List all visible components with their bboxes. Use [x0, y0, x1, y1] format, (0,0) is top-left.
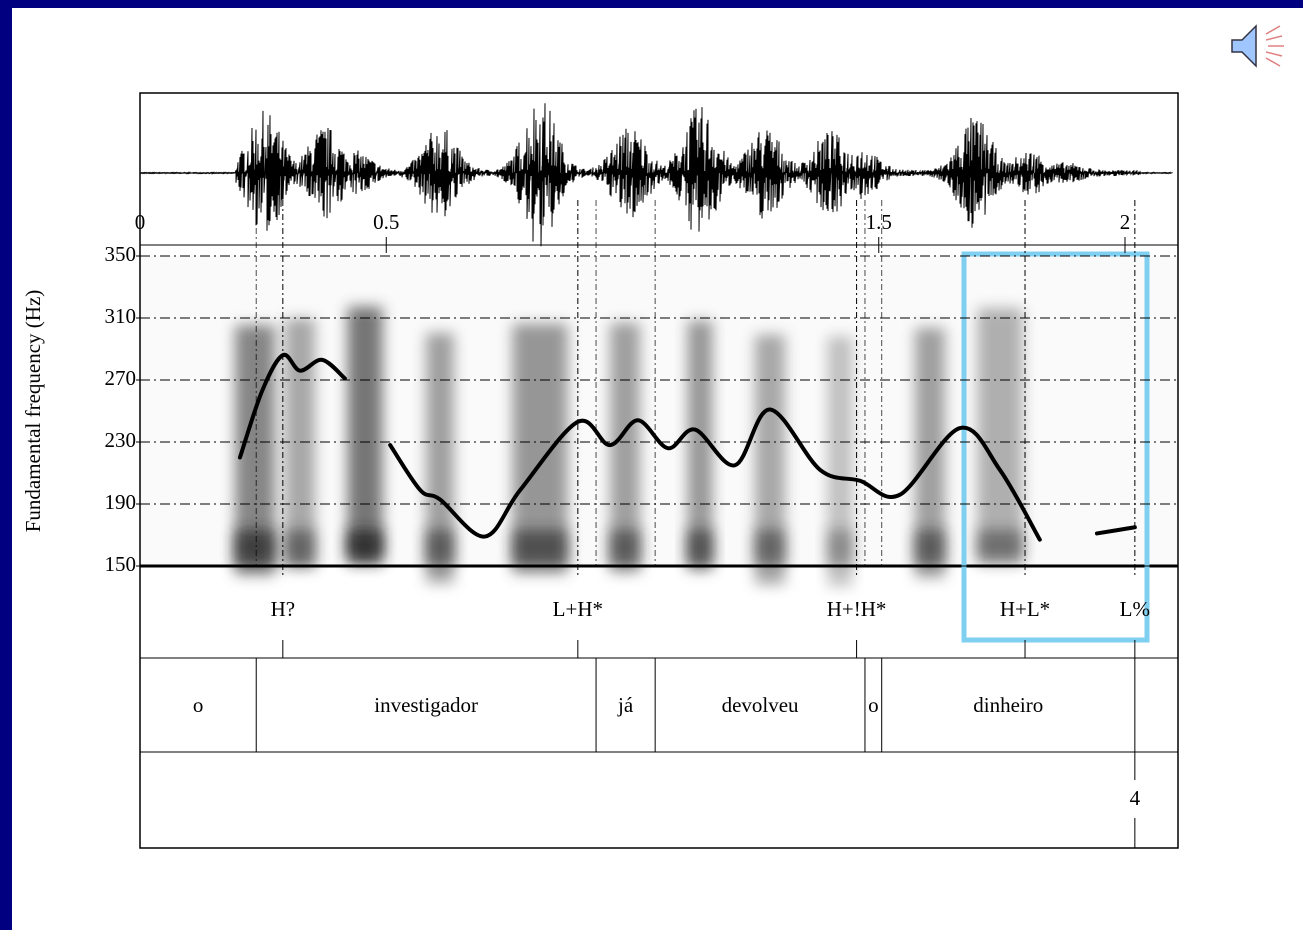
y-tick-label: 190 [105, 490, 137, 514]
word-label: o [193, 693, 204, 717]
y-tick-label: 270 [105, 366, 137, 390]
y-tick-label: 230 [105, 428, 137, 452]
y-tick-label: 310 [105, 304, 137, 328]
word-label: dinheiro [973, 693, 1043, 717]
word-label: já [617, 693, 634, 717]
spectrogram-band [977, 530, 1023, 564]
waveform [139, 103, 1173, 247]
y-axis-title: Fundamental frequency (Hz) [21, 290, 45, 533]
highlight-box [961, 251, 1150, 643]
waveform-trace [139, 103, 1173, 247]
tone-label: L% [1120, 597, 1150, 621]
spectrogram-band [687, 530, 713, 564]
spectrogram-band [755, 530, 785, 564]
tone-label: H? [271, 597, 296, 621]
spectrogram-band [977, 308, 1023, 559]
figure-frame [139, 92, 1179, 849]
speaker-body [1231, 24, 1257, 68]
spectrogram-band [512, 530, 568, 564]
spectrogram-band [827, 530, 853, 564]
tone-label: H+L* [1000, 597, 1050, 621]
spectrogram-band [285, 530, 315, 564]
word-label: o [868, 693, 879, 717]
f0-contour [237, 352, 1137, 542]
y-tick-label: 150 [105, 552, 137, 576]
spectrogram-band [426, 530, 454, 564]
x-tick-label: 0.5 [373, 210, 399, 234]
tone-label: H+!H* [827, 597, 887, 621]
break-label: 4 [1130, 786, 1141, 810]
spectrogram-band [687, 320, 713, 571]
x-tick-label: 0 [135, 210, 146, 234]
speaker-icon[interactable] [1231, 24, 1284, 68]
spectrogram-band [235, 530, 275, 564]
word-label: devolveu [722, 693, 799, 717]
x-tick-label: 1.5 [866, 210, 892, 234]
spectrogram-band [915, 530, 945, 564]
speaker-waves [1265, 25, 1284, 67]
spectrogram-band [610, 530, 640, 564]
x-tick-label: 2 [1120, 210, 1131, 234]
tone-label: L+H* [553, 597, 603, 621]
spectrogram [140, 256, 1178, 587]
spectrogram-band [347, 530, 383, 564]
word-label: investigador [374, 693, 478, 717]
y-tick-label: 350 [105, 242, 137, 266]
spectrogram-band [347, 306, 383, 557]
